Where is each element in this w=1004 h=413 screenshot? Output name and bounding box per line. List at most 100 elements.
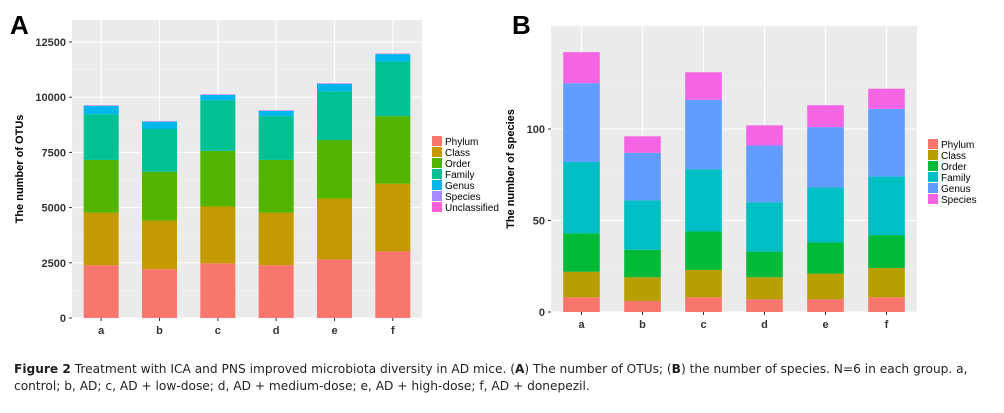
- bar-segment-species: [685, 72, 722, 100]
- legend-label: Phylum: [445, 137, 478, 148]
- bar-segment-family: [83, 114, 119, 160]
- bar-segment-genus: [807, 127, 844, 188]
- bar-segment-order: [258, 159, 294, 213]
- caption-ref-b: B: [671, 362, 681, 376]
- bar-segment-class: [746, 277, 783, 300]
- bar-segment-family: [375, 61, 411, 117]
- legend-swatch: [432, 191, 442, 201]
- legend-label: Order: [445, 159, 471, 170]
- x-tick-label: a: [98, 325, 105, 337]
- caption-label: Figure 2: [14, 362, 71, 376]
- legend-label: Species: [445, 192, 481, 203]
- bar-segment-order: [317, 140, 352, 199]
- bar-segment-class: [563, 271, 600, 298]
- legend-label: Class: [941, 151, 966, 162]
- legend-label: Species: [941, 195, 977, 206]
- bar-segment-family: [258, 116, 294, 160]
- bar-segment-genus: [317, 83, 352, 92]
- x-tick-label: e: [331, 325, 337, 337]
- bar-segment-class: [258, 212, 294, 266]
- legend-swatch: [928, 194, 938, 204]
- bar-segment-class: [83, 212, 119, 266]
- y-tick-label: 50: [533, 216, 545, 228]
- legend-label: Family: [941, 173, 970, 184]
- bar-segment-phylum: [200, 263, 236, 318]
- bar-segment-genus: [200, 94, 236, 101]
- bar-segment-order: [807, 242, 844, 274]
- x-tick-label: f: [885, 319, 889, 331]
- bar-segment-family: [317, 91, 352, 141]
- x-tick-label: f: [391, 325, 395, 337]
- bar-segment-phylum: [868, 297, 905, 312]
- bar-segment-species: [746, 125, 783, 146]
- legend-label: Genus: [445, 181, 474, 192]
- chart-a-otus: 0 2500 5000 7500 10000 12500 a b c d e f The number …: [14, 20, 499, 337]
- bar-segment-phylum: [746, 299, 783, 312]
- bar-segment-species: [807, 105, 844, 128]
- y-tick-label: 100: [527, 124, 545, 136]
- x-tick-label: e: [822, 319, 828, 331]
- bar-segment-order: [200, 150, 236, 207]
- bar-segment-phylum: [624, 301, 661, 312]
- legend-swatch: [928, 161, 938, 171]
- legend-swatch: [432, 158, 442, 168]
- bar-segment-order: [142, 171, 177, 221]
- caption-text-3: ) the number of species. N=6 in each gro…: [14, 362, 968, 393]
- bar-segment-genus: [868, 108, 905, 177]
- bar-segment-family: [563, 161, 600, 234]
- legend-swatch: [928, 183, 938, 193]
- bar-segment-phylum: [258, 265, 294, 318]
- y-tick-label: 5000: [42, 203, 66, 215]
- bar-segment-phylum: [142, 269, 177, 318]
- bar-segment-phylum: [317, 259, 352, 318]
- bar-segment-order: [83, 159, 119, 213]
- bar-segment-genus: [624, 152, 661, 201]
- x-tick-label: c: [700, 319, 706, 331]
- x-tick-label: b: [156, 325, 163, 337]
- caption-text-2: ) The number of OTUs; (: [524, 362, 672, 376]
- bar-segment-genus: [563, 83, 600, 162]
- bar-segment-order: [563, 233, 600, 272]
- bar-segment-class: [685, 269, 722, 298]
- x-tick-label: b: [639, 319, 646, 331]
- legend-swatch: [432, 180, 442, 190]
- bar-segment-phylum: [375, 251, 411, 318]
- legend-swatch: [928, 139, 938, 149]
- bar-segment-species: [624, 136, 661, 153]
- bar-segment-class: [624, 277, 661, 302]
- caption-ref-a: A: [514, 362, 525, 376]
- bar-segment-phylum: [807, 299, 844, 312]
- bar-segment-order: [868, 235, 905, 269]
- legend-swatch: [928, 150, 938, 160]
- legend-label: Family: [445, 170, 474, 181]
- bar-segment-class: [200, 206, 236, 264]
- bar-segment-genus: [83, 105, 119, 115]
- bar-segment-genus: [685, 99, 722, 170]
- y-tick-label: 0: [539, 307, 545, 319]
- bar-segment-class: [375, 183, 411, 252]
- panel-label-a: A: [10, 10, 29, 40]
- figure-caption: Figure 2 Treatment with ICA and PNS impr…: [14, 361, 994, 395]
- legend-swatch: [432, 147, 442, 157]
- bar-segment-phylum: [563, 297, 600, 312]
- bar-segment-phylum: [83, 265, 119, 318]
- x-tick-label: c: [215, 325, 221, 337]
- bar-segment-genus: [375, 54, 411, 62]
- bar-segment-genus: [258, 110, 294, 117]
- chart-b-species: 0 50 100 a b c d e f The number of species PhylumC…: [505, 26, 977, 331]
- bar-segment-order: [746, 251, 783, 278]
- bar-segment-class: [317, 198, 352, 260]
- bar-segment-phylum: [685, 297, 722, 312]
- y-tick-label: 2500: [42, 258, 66, 270]
- bar-segment-order: [375, 116, 411, 184]
- x-tick-label: d: [273, 325, 280, 337]
- bar-segment-family: [142, 128, 177, 172]
- bar-segment-class: [142, 220, 177, 270]
- panel-label-b: B: [512, 10, 531, 40]
- y-tick-label: 7500: [42, 147, 66, 159]
- x-tick-label: a: [578, 319, 585, 331]
- legend-label: Unclassified: [445, 203, 499, 214]
- bar-segment-family: [868, 176, 905, 236]
- caption-text-1: Treatment with ICA and PNS improved micr…: [70, 362, 515, 376]
- plot-background: [72, 20, 422, 318]
